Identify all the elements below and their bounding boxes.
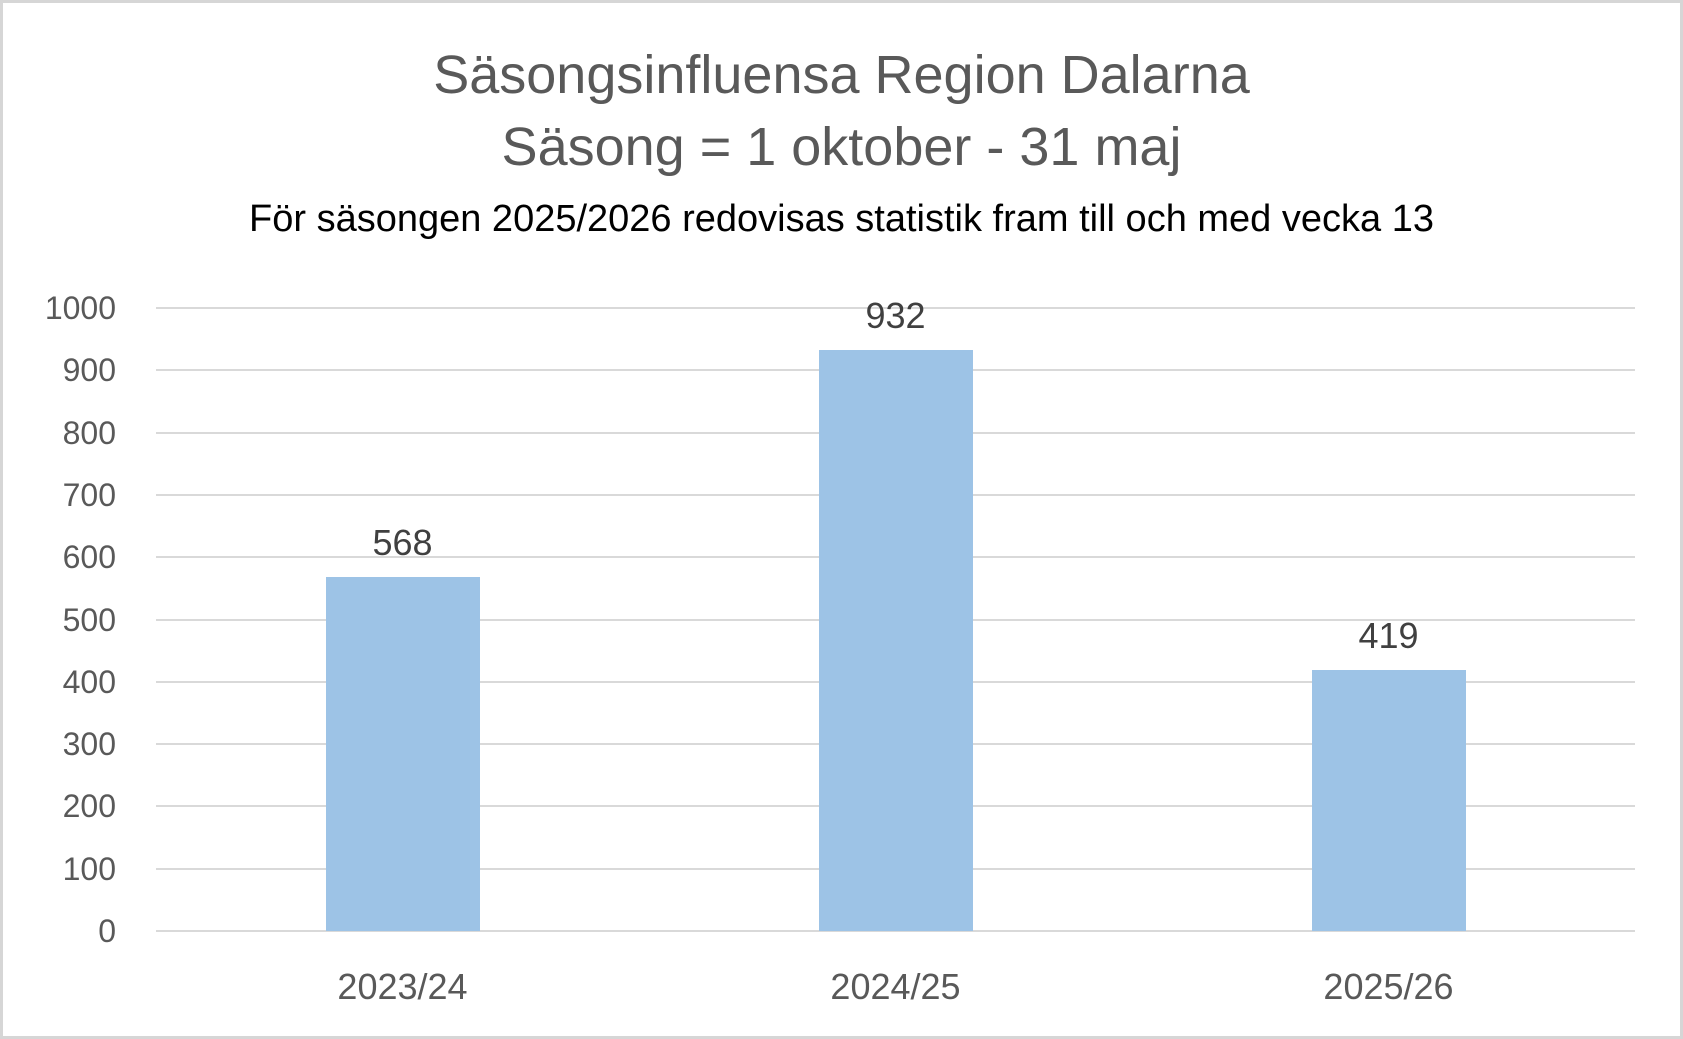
y-axis-tick-label: 100 [62, 850, 116, 887]
bar-2024-25 [818, 350, 973, 931]
y-axis-tick-label: 0 [98, 913, 116, 949]
y-axis-tick-label: 400 [62, 663, 116, 700]
data-label: 932 [865, 295, 926, 337]
y-axis-tick-labels: 0 100 200 300 400 500 600 700 800 900 1000 [3, 292, 116, 947]
y-axis-tick-label: 600 [62, 539, 116, 576]
x-axis-category-label: 2023/24 [337, 966, 468, 1007]
chart-subtitle: Säsong = 1 oktober - 31 maj [501, 117, 1182, 177]
y-axis-tick-label: 900 [62, 352, 116, 389]
plot-area: 568 932 419 [156, 296, 1635, 932]
bar-2023-24 [325, 577, 480, 931]
y-axis-tick-label: 300 [62, 726, 116, 763]
gridline [156, 930, 1635, 932]
chart-title: Säsongsinfluensa Region Dalarna [433, 45, 1250, 105]
x-axis-category-labels: 2023/24 2024/25 2025/26 [156, 955, 1635, 1015]
chart-note: För säsongen 2025/2026 redovisas statist… [249, 198, 1434, 240]
data-label: 568 [372, 522, 433, 564]
chart-header: Säsongsinfluensa Region Dalarna Säsong =… [3, 3, 1680, 245]
y-axis-tick-label: 500 [62, 601, 116, 638]
y-axis-tick-label: 1000 [44, 290, 116, 326]
y-axis-tick-label: 700 [62, 476, 116, 513]
data-label: 419 [1358, 614, 1419, 656]
y-axis-tick-label: 200 [62, 788, 116, 825]
gridline [156, 307, 1635, 309]
x-axis-category-label: 2024/25 [830, 966, 961, 1007]
x-axis-category-label: 2025/26 [1323, 966, 1454, 1007]
y-axis-tick-label: 800 [62, 414, 116, 451]
bar-2025-26 [1311, 669, 1466, 931]
